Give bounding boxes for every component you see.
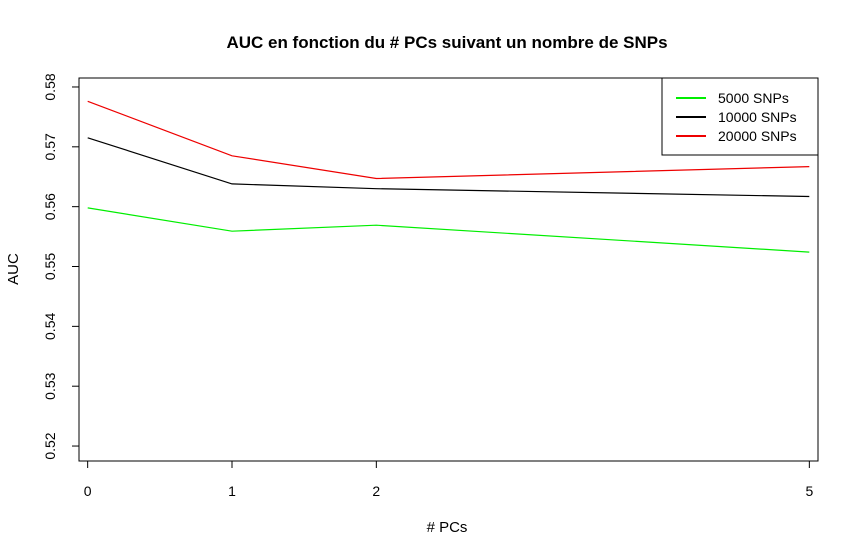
y-tick-label: 0.54	[42, 313, 58, 340]
series-line-2	[87, 137, 810, 198]
y-tick-label: 0.53	[42, 372, 58, 399]
x-tick-label: 1	[228, 483, 236, 499]
x-tick-label: 5	[805, 483, 813, 499]
x-axis-label: # PCs	[427, 519, 468, 536]
y-tick-label: 0.56	[42, 193, 58, 220]
legend: 5000 SNPs 10000 SNPs 20000 SNPs	[661, 77, 819, 156]
y-axis: 0.52 0.53 0.54 0.55 0.56 0.57 0.58	[42, 73, 80, 460]
y-tick-label: 0.57	[42, 133, 58, 160]
x-tick-label: 0	[84, 483, 92, 499]
y-tick-label: 0.52	[42, 432, 58, 459]
legend-label: 20000 SNPs	[718, 128, 797, 144]
y-tick-label: 0.58	[42, 73, 58, 100]
legend-label: 10000 SNPs	[718, 109, 797, 125]
x-tick-label: 2	[372, 483, 380, 499]
legend-label: 5000 SNPs	[718, 90, 789, 106]
x-axis: 0 1 2 5	[84, 460, 813, 499]
y-tick-label: 0.55	[42, 253, 58, 280]
series-line-1	[87, 207, 810, 253]
chart-title: AUC en fonction du # PCs suivant un nomb…	[226, 33, 667, 52]
series-line-3	[87, 100, 810, 180]
series-lines	[87, 100, 810, 253]
y-axis-label: AUC	[5, 253, 22, 285]
